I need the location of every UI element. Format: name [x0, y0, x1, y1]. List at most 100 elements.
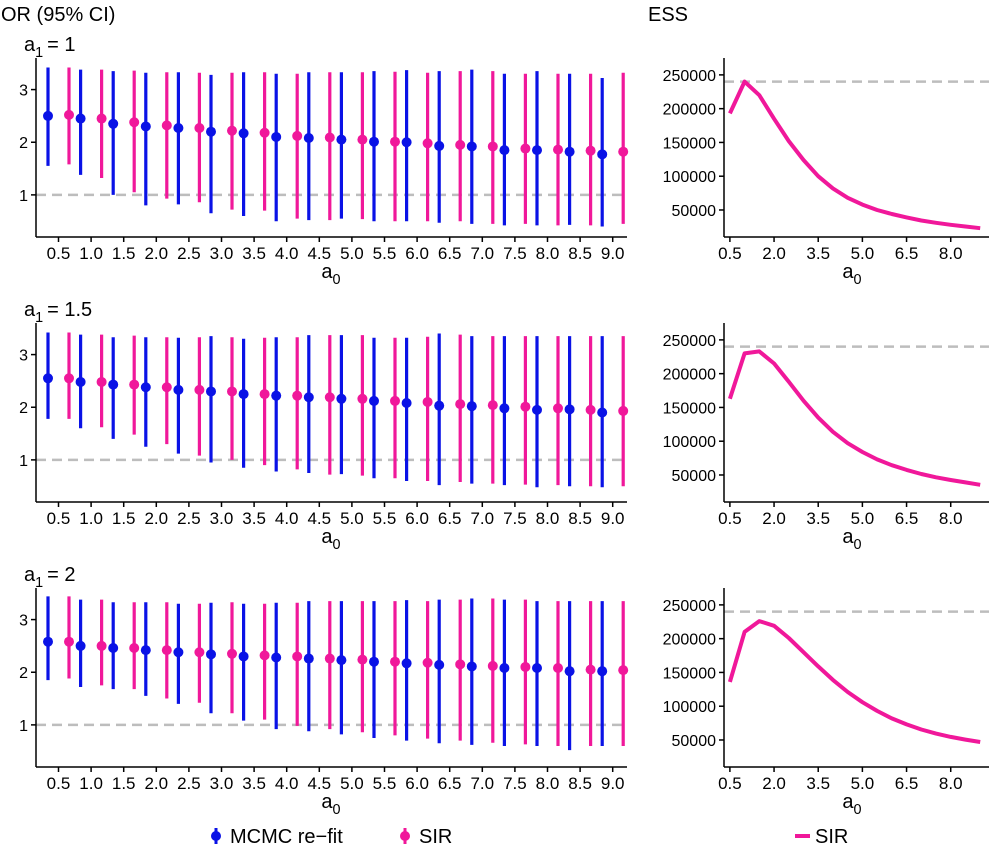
estimate-point — [271, 390, 282, 401]
x-tick-label: 6.0 — [405, 509, 429, 528]
panel-label-2-sub: 1 — [35, 310, 43, 326]
ess-x-axis-label-sub: 0 — [854, 802, 862, 818]
estimate-point — [564, 666, 575, 677]
panel-label-3: a1 = 2 — [24, 564, 76, 591]
x-tick-label: 7.5 — [503, 509, 527, 528]
x-tick-label: 5.0 — [340, 509, 364, 528]
y-tick-label: 2 — [19, 400, 28, 417]
series-mcmc — [43, 67, 608, 227]
estimate-point — [369, 656, 379, 667]
panel-label-1-value: = 1 — [47, 34, 75, 56]
estimate-point — [259, 389, 270, 400]
ess-x-tick-label: 0.5 — [718, 244, 742, 263]
estimate-point — [108, 118, 119, 129]
estimate-point — [324, 653, 335, 664]
estimate-point — [173, 647, 184, 658]
x-tick-label: 8.5 — [568, 509, 592, 528]
x-axis-label: a0 — [321, 791, 340, 818]
estimate-point — [422, 396, 433, 407]
x-tick-label: 7.0 — [470, 244, 494, 263]
x-tick-label: 6.5 — [438, 774, 462, 793]
x-tick-label: 1.0 — [79, 509, 103, 528]
x-tick-label: 5.0 — [340, 774, 364, 793]
legend-ess: SIR — [795, 826, 848, 848]
x-tick-label: 9.0 — [601, 509, 625, 528]
x-tick-label: 0.5 — [47, 774, 71, 793]
ess-x-tick-label: 8.0 — [939, 244, 963, 263]
x-axis-label-sub: 0 — [333, 272, 341, 288]
x-tick-label: 2.5 — [177, 244, 201, 263]
x-tick-label: 8.0 — [536, 774, 560, 793]
panel-label-2-base: a — [24, 299, 36, 321]
ess-x-tick-label: 8.0 — [939, 509, 963, 528]
estimate-point — [303, 653, 314, 664]
x-tick-label: 1.5 — [112, 509, 136, 528]
right-column-title: ESS — [648, 4, 688, 26]
x-tick-label: 2.5 — [177, 509, 201, 528]
ess-y-tick-label: 200000 — [663, 367, 716, 384]
series-sir — [64, 596, 629, 746]
estimate-point — [336, 393, 347, 404]
x-tick-label: 2.0 — [144, 509, 168, 528]
estimate-point — [140, 121, 151, 132]
estimate-point — [303, 392, 314, 403]
x-tick-label: 1.5 — [112, 774, 136, 793]
estimate-point — [390, 136, 400, 147]
ess-y-tick-label: 250000 — [663, 68, 716, 85]
estimate-point — [303, 133, 314, 144]
estimate-point — [618, 665, 629, 676]
x-axis-label-sub: 0 — [333, 802, 341, 818]
estimate-point — [161, 120, 172, 131]
x-tick-label: 4.5 — [307, 244, 331, 263]
x-tick-label: 2.0 — [144, 774, 168, 793]
x-tick-label: 5.5 — [373, 244, 397, 263]
x-tick-label: 3.5 — [242, 774, 266, 793]
ess-x-tick-label: 5.0 — [851, 244, 875, 263]
estimate-point — [553, 663, 563, 674]
estimate-point — [390, 395, 400, 406]
estimate-point — [173, 123, 184, 134]
ess-y-tick-label: 250000 — [663, 598, 716, 615]
y-tick-label: 3 — [19, 83, 28, 100]
ess-line-sir — [727, 619, 981, 744]
x-tick-label: 3.0 — [210, 244, 234, 263]
ess-x-axis-label-base: a — [842, 791, 854, 813]
estimate-point — [401, 398, 412, 409]
x-axis-label-base: a — [321, 261, 333, 283]
estimate-point — [64, 109, 74, 120]
legend-key-point — [211, 831, 221, 841]
x-axis-label: a0 — [321, 261, 340, 288]
estimate-point — [75, 113, 86, 124]
panel-label-3-base: a — [24, 564, 36, 586]
x-tick-label: 3.0 — [210, 509, 234, 528]
x-tick-label: 0.5 — [47, 509, 71, 528]
estimate-point — [292, 390, 303, 401]
panel-label-3-sub: 1 — [35, 575, 43, 591]
estimate-point — [553, 403, 563, 414]
ess-x-tick-label: 2.0 — [762, 774, 786, 793]
or-panel-2: 1 2 3 0.5 1.0 1.5 2.0 2.5 3.0 3.5 4.0 4.5 5.0 5.5 6.0 6… — [19, 323, 629, 553]
estimate-point — [520, 661, 531, 672]
estimate-point — [434, 140, 445, 151]
legend-item-mcmc: MCMC re−fit — [211, 826, 343, 848]
x-tick-label: 8.5 — [568, 244, 592, 263]
ess-x-axis-label: a0 — [842, 526, 861, 553]
estimate-point — [466, 401, 477, 412]
x-tick-label: 2.0 — [144, 244, 168, 263]
estimate-point — [487, 400, 498, 411]
x-tick-label: 3.0 — [210, 774, 234, 793]
estimate-point — [173, 384, 184, 395]
x-tick-label: 1.0 — [79, 774, 103, 793]
panel-label-1-base: a — [24, 34, 36, 56]
ess-x-tick-label: 6.5 — [895, 509, 919, 528]
ess-x-tick-label: 3.5 — [806, 509, 830, 528]
ess-x-axis-label-sub: 0 — [854, 272, 862, 288]
estimate-point — [43, 373, 53, 384]
x-tick-label: 4.5 — [307, 774, 331, 793]
panel-label-3-value: = 2 — [47, 564, 75, 586]
x-tick-label: 4.0 — [275, 244, 299, 263]
estimate-point — [585, 145, 596, 156]
estimate-point — [238, 651, 249, 662]
ess-y-tick-label: 50000 — [672, 733, 717, 750]
estimate-point — [140, 382, 151, 393]
